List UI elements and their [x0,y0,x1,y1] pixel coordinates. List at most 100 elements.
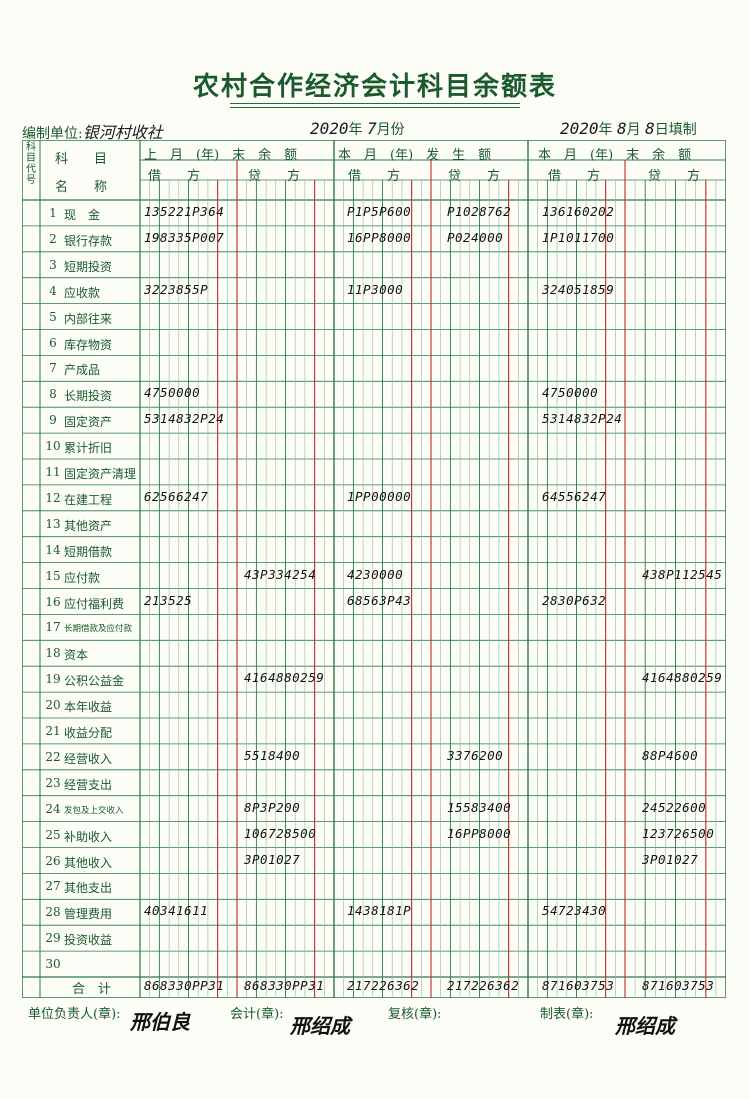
period-block: 2020年 7月份 [310,119,405,139]
subject-name: 补助收入 [64,829,113,844]
prev-debit-amount: 4750000 [144,385,201,401]
subject-name: 长期投资 [64,389,113,404]
end-debit-amount: 2830P632 [542,592,607,608]
prev-debit-amount: 5314832P24 [144,411,225,427]
prev-credit-amount: 3P01027 [244,851,301,867]
subject-name: 收益分配 [64,726,113,740]
fill-date-block: 2020年 8月 8日填制 [560,119,697,139]
row-number: 15 [45,568,61,583]
prev-debit-amount: 213525 [144,592,193,608]
row-number: 4 [49,283,57,298]
curr-debit-amount: 16PP8000 [347,229,412,245]
end-credit-amount: 438P112545 [642,566,723,582]
unit-value: 银河村收社 [82,123,163,142]
prev-credit-amount: 4164880259 [244,670,325,686]
accountant-label: 会计(章): [230,1007,284,1022]
subject-name: 发包及上交收入 [64,805,124,816]
curr-credit-amount: 15583400 [447,799,512,815]
subject-name: 经营收入 [64,751,113,766]
row-number: 16 [45,594,61,609]
fill-month: 8 [616,119,627,138]
row-number: 12 [45,490,61,505]
subject-name: 应收款 [64,285,101,300]
end-debit-amount: 136160202 [542,204,615,219]
row-number: 19 [45,672,61,687]
total-end-debit: 871603753 [542,978,615,993]
credit-header: 贷 方 [248,169,301,184]
period-month: 7 [366,119,377,138]
row-number: 30 [45,957,61,972]
subject-name: 短期投资 [64,259,113,274]
curr-debit-amount: 1PP00000 [347,488,412,504]
subject-name: 库存物资 [64,337,113,352]
end-debit-amount: 64556247 [542,488,607,504]
leader-signature: 邢伯良 [130,1010,190,1034]
subject-name: 长期借款及应付款 [64,624,133,635]
end-debit-amount: 5314832P24 [542,411,623,427]
prev-debit-amount: 40341611 [144,903,209,919]
subject-name: 短期借款 [64,544,113,559]
row-number: 18 [45,646,61,661]
prev-debit-amount: 198335P007 [144,229,225,245]
row-number: 26 [45,853,61,868]
subject-name: 产成品 [64,363,101,378]
row-number: 3 [49,257,57,272]
subject-name: 应付款 [64,570,101,585]
total-end-credit: 871603753 [642,978,715,993]
curr-debit-amount: 1438181P [347,903,412,919]
row-number: 13 [45,516,61,531]
debit-header: 借 方 [148,169,201,184]
title-underline [230,103,520,104]
row-number: 17 [45,620,61,635]
curr-debit-amount: 11P3000 [347,281,404,297]
subject-name: 资本 [64,648,89,663]
unit-label: 编制单位: [22,126,83,142]
curr-credit-amount: 16PP8000 [447,825,512,841]
end-credit-amount: 3P01027 [642,851,699,867]
row-number: 7 [49,361,57,376]
end-debit-amount: 1P1011700 [542,229,615,245]
debit-header: 借 方 [348,169,401,184]
end-debit-amount: 54723430 [542,903,607,919]
curr-credit-amount: 3376200 [447,747,504,763]
prev-credit-amount: 106728500 [244,825,317,841]
period-year: 2020 [310,119,349,138]
total-prev-debit: 868330PP31 [144,978,225,993]
subject-name: 累计折旧 [64,441,113,456]
row-number: 10 [45,439,61,454]
total-prev-credit: 868330PP31 [244,978,325,993]
subject-name: 内部往来 [64,311,113,326]
fill-month-suffix: 月 [626,122,641,138]
group-header-end: 本 月 (年) 末 余 额 [538,148,692,163]
row-number: 14 [45,542,61,557]
row-number: 22 [45,749,61,764]
group-header-prev: 上 月 (年) 末 余 额 [144,148,298,163]
subject-name: 应付福利费 [64,596,125,611]
reviewer-label: 复核(章): [388,1007,442,1022]
subject-name: 其他收入 [64,855,113,870]
row-number: 23 [45,775,61,790]
fill-year: 2020 [560,119,599,138]
subject-name: 固定资产 [64,415,113,430]
row-number: 11 [45,465,61,479]
row-number: 2 [49,231,57,246]
curr-debit-amount: 68563P43 [347,592,412,608]
total-curr-credit: 217226362 [447,978,520,993]
subject-name: 投资收益 [64,933,113,948]
prev-credit-amount: 8P3P200 [244,799,301,815]
unit-block: 编制单位:银河村收社 [22,119,163,143]
subject-header-bottom: 名 称 [55,180,108,195]
credit-header: 贷 方 [648,169,701,184]
subject-name: 本年收益 [64,700,113,715]
curr-credit-amount: P1028762 [447,204,512,219]
group-header-curr: 本 月 (年) 发 生 额 [338,148,492,163]
curr-debit-amount: 4230000 [347,566,404,582]
table-grid [22,140,726,998]
subject-header-top: 科 目 [55,152,108,167]
period-year-suffix: 年 [348,122,363,138]
end-debit-amount: 324051859 [542,281,615,297]
end-credit-amount: 24522600 [642,799,707,815]
end-credit-amount: 88P4600 [642,747,699,763]
subject-name: 现 金 [64,208,101,222]
subject-name: 管理费用 [64,907,113,922]
